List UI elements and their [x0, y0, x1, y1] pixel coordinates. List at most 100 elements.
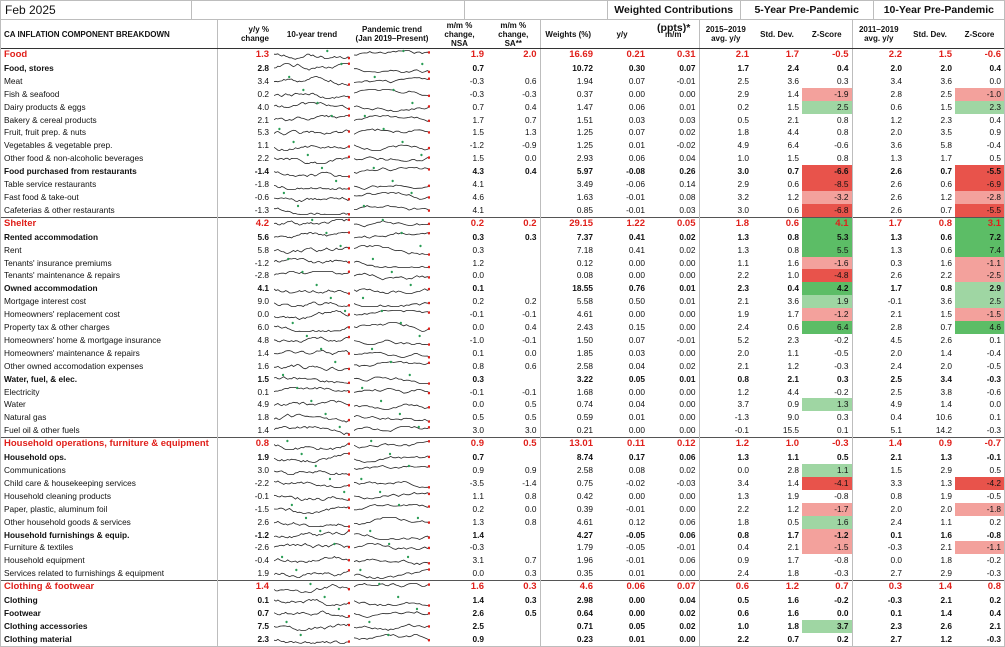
cell-sd-10yr: 0.6: [940, 244, 952, 255]
cell-sd-5yr: 1.7: [787, 529, 799, 540]
cell-avg-5yr: 2.4: [737, 568, 749, 579]
cell-sd-10yr: 0.9: [905, 437, 955, 452]
table-cell-name: Food purchased from restaurants: [1, 165, 218, 179]
cell-contrib-yy: 0.00: [628, 595, 645, 606]
cell-mm-nsa: 1.7: [472, 114, 484, 125]
table-cell-name: Rented accommodation: [1, 230, 218, 244]
cell-contrib-mm: 0.08: [648, 190, 700, 204]
cell-avg-10yr: -0.1: [887, 296, 902, 307]
cell-zscore-5yr: 6.4: [802, 321, 853, 334]
cell-yy-change: 3.4: [257, 75, 269, 86]
report-date: Feb 2025: [1, 1, 193, 19]
cell-weight: 1.63: [576, 191, 593, 202]
cell-zscore-5yr: -0.2: [802, 333, 853, 347]
cell-mm-nsa: 2.6: [472, 607, 484, 618]
cell-zscore-5yr: 0.3: [802, 372, 853, 386]
cell-zscore-5yr: 0.3: [802, 411, 853, 425]
col-header-trend10: 10-year trend: [272, 20, 352, 49]
cell-yy-change: 1.8: [257, 412, 269, 423]
table-row: Bakery & cereal products 2.1 1.7 0.7 1.51 0.0…: [1, 113, 1004, 127]
table-row: Fish & seafood 0.2 -0.3 -0.3 0.37 0.00 0.00 2.9…: [1, 87, 1004, 101]
sparkline-pandemic-trend: [352, 398, 432, 411]
cell-avg-5yr: 1.8: [699, 216, 752, 231]
sparkline-pandemic-trend: [352, 75, 432, 88]
sparkline-10yr-trend: [272, 165, 352, 178]
table-cell-name: Fuel oil & other fuels: [1, 424, 218, 438]
cell-yy-change: -1.2: [254, 529, 269, 540]
table-row: Rent 5.8 0.3 7.18 0.41 0.02 1.3 0.8 5.5 1.3 0.6 7.4: [1, 243, 1004, 257]
cell-zscore-5yr: 5.3: [802, 230, 853, 244]
cell-mm-nsa: 0.9: [472, 633, 484, 644]
table-cell-name: Bakery & cereal products: [1, 113, 218, 127]
cell-mm-nsa: 1.2: [472, 257, 484, 268]
cell-mm-sa: 0.0: [487, 152, 541, 166]
cell-zscore-10yr: -0.4: [986, 347, 1001, 358]
cell-sd-5yr: 0.7: [787, 166, 799, 177]
cell-mm-nsa: 0.3: [472, 231, 484, 242]
cell-zscore-5yr: -1.7: [802, 502, 853, 516]
cell-zscore-10yr: -2.5: [955, 269, 1004, 283]
cell-contrib-mm: 0.01: [648, 295, 700, 309]
sparkline-10yr-trend: [272, 178, 352, 191]
cell-zscore-10yr: -0.8: [986, 529, 1001, 540]
cell-zscore-10yr: 0.5: [989, 465, 1001, 475]
cell-mm-nsa: 0.0: [472, 270, 484, 281]
table-cell-name: Communications: [1, 464, 218, 477]
cell-sd-5yr: 0.6: [787, 179, 799, 190]
cell-zscore-10yr: -6.9: [955, 178, 1004, 191]
cell-zscore-5yr: -0.8: [802, 489, 853, 503]
cell-sd-5yr: 2.4: [787, 62, 799, 73]
cell-mm-nsa: 0.9: [472, 465, 484, 475]
cell-mm-sa: [487, 372, 541, 386]
cell-sd-5yr: 1.8: [787, 620, 799, 631]
cell-sd-5yr: 1.7: [787, 555, 799, 566]
col-header-weights: Weights (%): [540, 20, 596, 49]
cell-contrib-yy: 0.03: [628, 114, 645, 125]
cell-weight: 0.21: [576, 425, 593, 436]
cell-mm-sa: 0.5: [487, 606, 541, 620]
cell-sd-5yr: 0.6: [787, 322, 799, 333]
cell-sd-10yr: 1.4: [940, 399, 952, 410]
table-row: Vegetables & vegetable prep. 1.1 -1.2 -0.9 1…: [1, 139, 1004, 153]
cell-mm-nsa: -1.0: [469, 334, 484, 345]
cell-sd-5yr: 9.0: [787, 412, 799, 423]
cell-mm-sa: 0.5: [487, 411, 541, 425]
group-5yr-prepandemic: 5-Year Pre-Pandemic: [741, 1, 874, 19]
cell-zscore-5yr: 0.2: [802, 632, 853, 646]
cell-mm-sa: 0.4: [487, 100, 541, 114]
cell-yy-change: -1.8: [254, 179, 269, 190]
cell-avg-10yr: 3.4: [890, 75, 902, 86]
cell-mm-nsa: 0.3: [472, 373, 484, 384]
cell-zscore-5yr: 0.8: [802, 113, 853, 127]
table-cell-name: Water: [1, 398, 218, 412]
cell-avg-10yr: 1.3: [890, 244, 902, 255]
cell-contrib-mm: 0.00: [648, 346, 700, 360]
table-row: Water 4.9 0.0 0.5 0.74 0.04 0.00 3.7 0.9 1.3 4.9 1.…: [1, 398, 1004, 412]
table-cell-name: Meat: [1, 74, 218, 88]
cell-contrib-mm: 0.02: [648, 464, 700, 477]
cell-mm-nsa: -0.3: [469, 88, 484, 99]
cell-mm-nsa: 0.2: [472, 503, 484, 514]
cell-zscore-10yr: -0.5: [986, 490, 1001, 501]
cell-zscore-5yr: -0.2: [802, 385, 853, 399]
cell-sd-5yr: 0.9: [787, 399, 799, 410]
table-row: Clothing 0.1 1.4 0.3 2.98 0.00 0.04 0.5 1.6 -0.2 -…: [1, 594, 1004, 607]
cell-weight: 0.08: [576, 270, 593, 281]
cell-contrib-yy: -0.01: [626, 204, 645, 215]
cell-avg-10yr: 2.5: [890, 386, 902, 397]
cell-weight: 0.39: [576, 503, 593, 514]
table-cell-name: Furniture & textiles: [1, 541, 218, 555]
cell-avg-10yr: 0.3: [890, 257, 902, 268]
cell-zscore-5yr: 0.1: [802, 424, 853, 438]
cell-sd-5yr: 0.7: [787, 633, 799, 644]
cell-zscore-10yr: -2.8: [955, 190, 1004, 204]
sparkline-pandemic-trend: [352, 101, 432, 114]
sparkline-10yr-trend: [272, 386, 352, 399]
cell-weight: 0.59: [576, 412, 593, 423]
sparkline-pandemic-trend: [352, 216, 432, 231]
cell-mm-nsa: 0.3: [472, 244, 484, 255]
cell-contrib-mm: 0.00: [648, 489, 700, 503]
cell-weight: 1.79: [576, 542, 593, 553]
cell-mm-nsa: 1.5: [472, 153, 484, 164]
cell-zscore-5yr: 0.7: [802, 580, 853, 595]
